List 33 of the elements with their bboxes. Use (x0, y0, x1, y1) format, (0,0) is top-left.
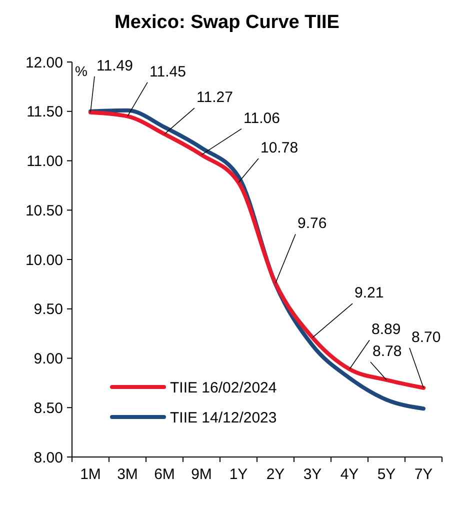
data-label: 11.49 (96, 57, 133, 74)
x-tick-label: 1M (80, 466, 101, 483)
data-label: 9.21 (354, 284, 384, 302)
data-label: 8.89 (372, 321, 401, 338)
data-label: 11.06 (244, 110, 280, 127)
y-tick-label: 10.00 (25, 252, 63, 269)
y-tick-label: 9.50 (34, 301, 63, 318)
data-label: 10.78 (260, 139, 298, 156)
x-tick-label: 9M (191, 466, 212, 483)
x-tick-label: 7Y (414, 466, 433, 483)
y-tick-label: 11.50 (26, 104, 63, 121)
x-tick-label: 3M (117, 466, 138, 483)
y-tick-label: 8.00 (34, 449, 63, 466)
x-tick-label: 5Y (377, 466, 396, 483)
legend-label: TIIE 16/02/2024 (170, 379, 277, 396)
x-tick-label: 4Y (340, 466, 359, 483)
y-tick-label: 12.00 (25, 54, 63, 72)
y-tick-label: 9.00 (34, 350, 63, 368)
data-label: 8.70 (412, 328, 441, 346)
chart-title: Mexico: Swap Curve TIIE (114, 12, 340, 33)
x-tick-label: 6M (154, 466, 175, 483)
x-tick-label: 3Y (303, 466, 322, 483)
data-label: 11.45 (150, 63, 186, 80)
y-tick-label: 8.50 (34, 400, 63, 417)
y-axis-title: % (75, 63, 88, 79)
data-label: 9.76 (298, 215, 327, 232)
legend-label: TIIE 14/12/2023 (170, 409, 277, 426)
y-tick-label: 10.50 (25, 202, 63, 220)
y-tick-label: 11.00 (26, 153, 63, 170)
x-tick-label: 2Y (266, 466, 285, 483)
data-label: 11.27 (196, 89, 233, 106)
data-label: 8.78 (372, 342, 402, 360)
x-tick-label: 1Y (229, 466, 248, 483)
